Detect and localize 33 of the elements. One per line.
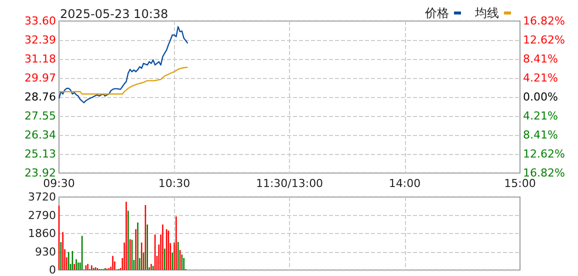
- y-tick-label: 930: [35, 245, 56, 258]
- y-tick-label: 3720: [28, 190, 56, 204]
- y-tick-label: 27.55: [24, 110, 56, 122]
- legend-label: 价格: [424, 6, 449, 20]
- legend-label: 均线: [474, 6, 499, 20]
- y-tick-label: 28.76: [24, 90, 56, 104]
- line-series: [58, 26, 188, 104]
- y2-tick-label: 16.82%: [523, 14, 565, 28]
- y2-tick-label: 0.00%: [523, 90, 558, 104]
- x-tick-label: 15:00: [504, 177, 536, 190]
- x-tick-label: 09:30: [43, 177, 75, 190]
- y2-tick-label: 12.62%: [523, 33, 565, 46]
- y2-tick-label: 4.21%: [523, 71, 558, 84]
- line-series: [58, 66, 188, 95]
- y2-tick-label: 16.82%: [523, 166, 565, 180]
- y-tick-label: 1860: [28, 227, 56, 240]
- y-tick-label: 0: [49, 264, 56, 276]
- y-tick-label: 26.34: [24, 128, 56, 142]
- x-tick-label: 14:00: [388, 177, 421, 190]
- y-tick-label: 33.60: [24, 14, 56, 28]
- y2-tick-label: 8.41%: [523, 52, 558, 66]
- y-tick-label: 32.39: [24, 34, 56, 46]
- y-tick-label: 29.97: [24, 72, 56, 84]
- y-tick-label: 23.92: [24, 166, 56, 180]
- y-tick-label: 31.18: [24, 52, 56, 66]
- y-tick-label: 2790: [28, 208, 56, 222]
- x-tick-label: 11:30/13:00: [256, 177, 324, 190]
- y2-tick-label: 4.21%: [523, 110, 558, 123]
- y-tick-label: 25.13: [24, 148, 56, 160]
- x-tick-label: 10:30: [158, 177, 190, 190]
- y2-tick-label: 8.41%: [523, 128, 558, 142]
- y2-tick-label: 12.62%: [523, 148, 565, 161]
- chart-title: 2025-05-23 10:38: [60, 7, 168, 21]
